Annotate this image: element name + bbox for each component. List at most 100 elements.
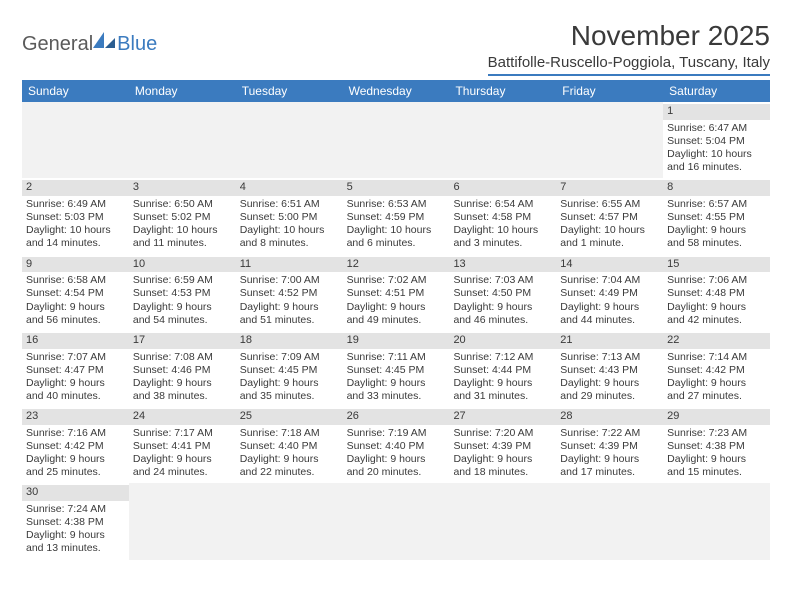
daylight-line-1: Daylight: 9 hours	[133, 301, 232, 314]
logo-text-general: General	[22, 33, 93, 56]
sunrise-line: Sunrise: 6:49 AM	[26, 198, 125, 211]
calendar-body: 1Sunrise: 6:47 AMSunset: 5:04 PMDaylight…	[22, 102, 770, 560]
daylight-line-2: and 8 minutes.	[240, 237, 339, 250]
daylight-line-2: and 56 minutes.	[26, 314, 125, 327]
daylight-line-2: and 40 minutes.	[26, 390, 125, 403]
day-number: 18	[236, 333, 343, 349]
day-number: 22	[663, 333, 770, 349]
calendar-cell: 9Sunrise: 6:58 AMSunset: 4:54 PMDaylight…	[22, 255, 129, 331]
daylight-line-2: and 1 minute.	[560, 237, 659, 250]
daylight-line-1: Daylight: 9 hours	[667, 377, 766, 390]
daylight-line-1: Daylight: 9 hours	[26, 529, 125, 542]
calendar-cell: 7Sunrise: 6:55 AMSunset: 4:57 PMDaylight…	[556, 178, 663, 254]
sunset-line: Sunset: 4:50 PM	[453, 287, 552, 300]
calendar-cell: 15Sunrise: 7:06 AMSunset: 4:48 PMDayligh…	[663, 255, 770, 331]
day-header: Sunday	[22, 80, 129, 102]
sunrise-line: Sunrise: 7:12 AM	[453, 351, 552, 364]
calendar-cell: 28Sunrise: 7:22 AMSunset: 4:39 PMDayligh…	[556, 407, 663, 483]
sunrise-line: Sunrise: 6:47 AM	[667, 122, 766, 135]
calendar-cell: 12Sunrise: 7:02 AMSunset: 4:51 PMDayligh…	[343, 255, 450, 331]
day-number: 2	[22, 180, 129, 196]
daylight-line-1: Daylight: 9 hours	[26, 453, 125, 466]
daylight-line-2: and 15 minutes.	[667, 466, 766, 479]
daylight-line-1: Daylight: 9 hours	[240, 301, 339, 314]
calendar-cell: 8Sunrise: 6:57 AMSunset: 4:55 PMDaylight…	[663, 178, 770, 254]
day-number: 27	[449, 409, 556, 425]
daylight-line-1: Daylight: 9 hours	[240, 453, 339, 466]
daylight-line-1: Daylight: 10 hours	[240, 224, 339, 237]
calendar-cell: 25Sunrise: 7:18 AMSunset: 4:40 PMDayligh…	[236, 407, 343, 483]
daylight-line-2: and 44 minutes.	[560, 314, 659, 327]
calendar-cell: 16Sunrise: 7:07 AMSunset: 4:47 PMDayligh…	[22, 331, 129, 407]
day-number: 13	[449, 257, 556, 273]
sunset-line: Sunset: 4:38 PM	[667, 440, 766, 453]
logo: General Blue	[22, 30, 157, 58]
sunset-line: Sunset: 4:57 PM	[560, 211, 659, 224]
calendar-cell	[556, 102, 663, 178]
calendar-week: 30Sunrise: 7:24 AMSunset: 4:38 PMDayligh…	[22, 483, 770, 559]
logo-sail-icon	[91, 30, 117, 50]
calendar-cell	[449, 102, 556, 178]
sunrise-line: Sunrise: 6:50 AM	[133, 198, 232, 211]
daylight-line-1: Daylight: 9 hours	[560, 453, 659, 466]
sunset-line: Sunset: 4:40 PM	[347, 440, 446, 453]
calendar-cell: 4Sunrise: 6:51 AMSunset: 5:00 PMDaylight…	[236, 178, 343, 254]
day-number: 29	[663, 409, 770, 425]
sunrise-line: Sunrise: 6:59 AM	[133, 274, 232, 287]
sunset-line: Sunset: 4:42 PM	[26, 440, 125, 453]
calendar-week: 1Sunrise: 6:47 AMSunset: 5:04 PMDaylight…	[22, 102, 770, 178]
calendar-cell: 2Sunrise: 6:49 AMSunset: 5:03 PMDaylight…	[22, 178, 129, 254]
daylight-line-2: and 22 minutes.	[240, 466, 339, 479]
daylight-line-1: Daylight: 10 hours	[133, 224, 232, 237]
daylight-line-2: and 35 minutes.	[240, 390, 339, 403]
sunset-line: Sunset: 5:02 PM	[133, 211, 232, 224]
day-number: 12	[343, 257, 450, 273]
sunset-line: Sunset: 4:58 PM	[453, 211, 552, 224]
calendar-cell: 1Sunrise: 6:47 AMSunset: 5:04 PMDaylight…	[663, 102, 770, 178]
sunrise-line: Sunrise: 7:07 AM	[26, 351, 125, 364]
sunset-line: Sunset: 4:48 PM	[667, 287, 766, 300]
daylight-line-2: and 14 minutes.	[26, 237, 125, 250]
month-title: November 2025	[488, 20, 770, 52]
day-number: 26	[343, 409, 450, 425]
daylight-line-1: Daylight: 9 hours	[453, 453, 552, 466]
daylight-line-2: and 49 minutes.	[347, 314, 446, 327]
sunrise-line: Sunrise: 7:02 AM	[347, 274, 446, 287]
daylight-line-2: and 46 minutes.	[453, 314, 552, 327]
daylight-line-1: Daylight: 9 hours	[133, 377, 232, 390]
calendar-cell	[129, 102, 236, 178]
sunset-line: Sunset: 4:41 PM	[133, 440, 232, 453]
daylight-line-2: and 13 minutes.	[26, 542, 125, 555]
daylight-line-1: Daylight: 10 hours	[667, 148, 766, 161]
calendar-cell	[449, 483, 556, 559]
calendar-cell	[343, 102, 450, 178]
sunrise-line: Sunrise: 7:04 AM	[560, 274, 659, 287]
sunrise-line: Sunrise: 7:18 AM	[240, 427, 339, 440]
day-number: 15	[663, 257, 770, 273]
day-header: Tuesday	[236, 80, 343, 102]
daylight-line-2: and 51 minutes.	[240, 314, 339, 327]
calendar-cell	[22, 102, 129, 178]
calendar-cell: 23Sunrise: 7:16 AMSunset: 4:42 PMDayligh…	[22, 407, 129, 483]
daylight-line-1: Daylight: 10 hours	[347, 224, 446, 237]
calendar-cell	[556, 483, 663, 559]
title-block: November 2025 Battifolle-Ruscello-Poggio…	[488, 20, 770, 76]
day-number: 30	[22, 485, 129, 501]
day-number: 10	[129, 257, 236, 273]
daylight-line-1: Daylight: 9 hours	[560, 377, 659, 390]
sunrise-line: Sunrise: 7:20 AM	[453, 427, 552, 440]
daylight-line-1: Daylight: 9 hours	[453, 377, 552, 390]
sunset-line: Sunset: 4:43 PM	[560, 364, 659, 377]
calendar-cell: 18Sunrise: 7:09 AMSunset: 4:45 PMDayligh…	[236, 331, 343, 407]
sunset-line: Sunset: 4:38 PM	[26, 516, 125, 529]
daylight-line-1: Daylight: 9 hours	[133, 453, 232, 466]
sunset-line: Sunset: 5:04 PM	[667, 135, 766, 148]
calendar-cell: 10Sunrise: 6:59 AMSunset: 4:53 PMDayligh…	[129, 255, 236, 331]
daylight-line-1: Daylight: 9 hours	[240, 377, 339, 390]
sunrise-line: Sunrise: 7:13 AM	[560, 351, 659, 364]
day-number: 5	[343, 180, 450, 196]
sunrise-line: Sunrise: 7:09 AM	[240, 351, 339, 364]
daylight-line-1: Daylight: 9 hours	[347, 301, 446, 314]
logo-text-blue: Blue	[117, 33, 157, 56]
day-number: 16	[22, 333, 129, 349]
